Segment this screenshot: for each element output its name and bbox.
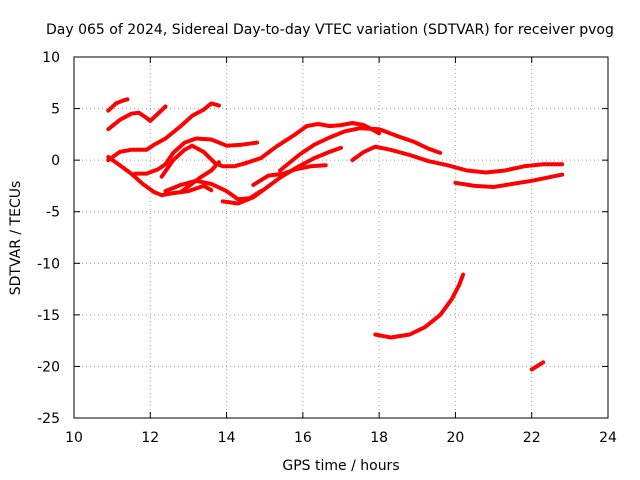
grid-layer	[74, 57, 608, 418]
x-tick-label: 14	[218, 430, 236, 446]
x-tick-label: 18	[370, 430, 388, 446]
series-arc-12	[278, 126, 443, 173]
series-arc-3	[106, 101, 221, 163]
chart-title: Day 065 of 2024, Sidereal Day-to-day VTE…	[46, 22, 614, 38]
y-tick-label: 0	[51, 153, 60, 169]
series-arc-11	[243, 121, 382, 166]
series-arc-15	[373, 272, 466, 340]
y-tick-label: 5	[51, 102, 60, 118]
x-axis-label: GPS time / hours	[282, 458, 399, 474]
series-layer	[106, 97, 565, 372]
x-tick-label: 12	[141, 430, 159, 446]
series-arc-10	[251, 163, 328, 187]
y-tick-labels: 10 5 0 -5 -10 -15 -20 -25	[37, 50, 60, 427]
y-tick-label: -25	[37, 411, 60, 427]
plot-frame	[73, 56, 609, 419]
series-arc-13	[350, 144, 565, 175]
series-arc-9	[220, 145, 343, 206]
y-tick-label: 10	[42, 50, 60, 66]
y-axis-label: SDTVAR / TECUs	[8, 181, 24, 296]
x-tick-labels: 10 12 14 16 18 20 22 24	[65, 430, 617, 446]
x-tick-label: 10	[65, 430, 83, 446]
series-arc-5	[133, 136, 260, 176]
x-tick-label: 24	[599, 430, 617, 446]
series-arc-16	[529, 360, 546, 372]
x-tick-label: 16	[294, 430, 312, 446]
y-tick-label: -15	[37, 308, 60, 324]
series-arc-2	[106, 104, 168, 132]
series-arc-4	[106, 155, 214, 198]
series-arc-14	[453, 172, 565, 189]
y-tick-label: -20	[37, 359, 60, 375]
y-tick-label: -5	[46, 205, 60, 221]
series-arc-1	[106, 97, 130, 113]
x-tick-label: 20	[447, 430, 465, 446]
tick-layer	[73, 56, 609, 419]
series-arc-6	[159, 143, 248, 179]
x-tick-label: 22	[523, 430, 541, 446]
series-arc-8	[178, 160, 221, 195]
y-tick-label: -10	[37, 256, 60, 272]
